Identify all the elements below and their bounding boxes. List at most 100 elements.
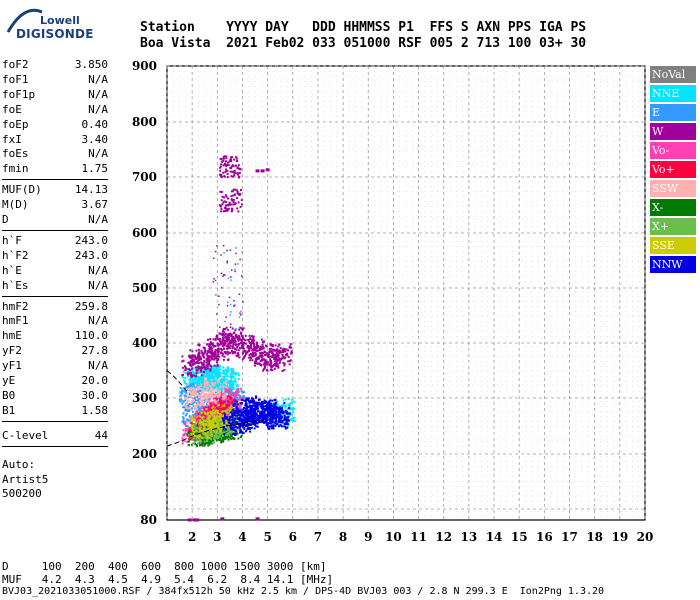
echo-point-nne: [232, 372, 235, 375]
echo-point-nne: [216, 368, 219, 371]
echo-point-e: [198, 392, 201, 395]
echo-point-nnw: [283, 417, 286, 420]
y-tick-label: 300: [132, 391, 157, 405]
echo-point-vo: [235, 403, 238, 406]
echo-point-nnw: [250, 419, 253, 422]
echo-point-nnw: [273, 403, 276, 406]
echo-point-w: [212, 338, 215, 341]
echo-point-x: [195, 437, 198, 440]
echo-point-x: [198, 438, 201, 441]
echo-point-w: [235, 189, 238, 192]
echo-point-w: [214, 337, 217, 340]
echo-point-nnw: [261, 408, 264, 410]
echo-point-x: [201, 422, 203, 425]
echo-point-nne: [192, 371, 195, 374]
echo-point-ssw: [204, 400, 207, 403]
echo-point-w: [230, 156, 233, 159]
echo-point-x: [199, 424, 202, 427]
echo-point-nnw: [253, 427, 256, 430]
echo-point-sse: [213, 412, 216, 415]
echo-point-w: [272, 353, 275, 356]
echo-point-nne: [184, 372, 187, 375]
echo-point-w: [286, 352, 289, 355]
echo-point-x: [226, 433, 229, 436]
echo-point-nnw: [248, 400, 250, 403]
echo-point-ssw: [200, 396, 203, 399]
echo-point-w: [205, 353, 208, 356]
echo-point-nnw: [256, 419, 259, 421]
echo-point-w: [227, 164, 230, 167]
echo-point-ssw: [194, 384, 197, 387]
echo-point-w: [195, 375, 198, 378]
echo-point-w: [238, 167, 241, 170]
echo-point-nnw: [224, 415, 226, 418]
echo-point-nnw: [269, 414, 272, 417]
echo-point-ssw: [188, 407, 191, 410]
echo-point-sse: [213, 414, 216, 417]
echo-point-x: [192, 437, 195, 440]
echo-point-nnw: [231, 421, 234, 424]
echo-point-w: [210, 346, 213, 349]
echo-point-w: [261, 343, 264, 346]
echo-point-nnw: [278, 420, 281, 423]
echo-point-w: [187, 361, 190, 364]
echo-point-nne: [280, 404, 283, 407]
echo-point-nnw: [271, 417, 274, 420]
echo-point-nnw: [231, 417, 234, 419]
echo-point-vo: [229, 391, 232, 394]
echo-point-w: [216, 343, 219, 346]
echo-point-w: [250, 353, 252, 355]
echo-point-nnw: [245, 401, 248, 404]
echo-point-nnw: [240, 431, 243, 434]
echo-point-nne: [188, 379, 191, 382]
echo-point-w: [255, 347, 258, 350]
echo-point-w: [283, 362, 286, 365]
echo-point-sse: [220, 414, 222, 417]
echo-point-w: [218, 173, 221, 176]
echo-point-w: [233, 174, 236, 177]
echo-point-nne: [182, 370, 185, 373]
echo-point-w: [254, 362, 256, 365]
echo-point-w: [289, 352, 292, 355]
echo-point-w: [190, 356, 193, 359]
echo-point-w: [279, 347, 282, 350]
param-row-fof1: foF1 N/A: [2, 73, 108, 87]
echo-point-nnw: [269, 421, 272, 424]
echo-point-w: [237, 349, 240, 352]
echo-point-w: [278, 349, 281, 352]
echo-point-w: [181, 355, 184, 358]
param-label: MUF(D): [2, 183, 42, 197]
echo-point-nnw: [278, 417, 281, 420]
echo-point-w: [284, 356, 287, 359]
param-row-fof1p: foF1p N/A: [2, 88, 108, 102]
echo-point-vo: [189, 421, 192, 424]
echo-point-w: [232, 351, 235, 354]
echo-point-vo: [212, 433, 215, 436]
echo-point-w: [288, 346, 291, 349]
echo-point-vo: [238, 403, 241, 406]
echo-point-w: [237, 339, 240, 342]
echo-point-vo: [222, 402, 224, 405]
echo-point-w: [255, 344, 258, 347]
echo-point-nnw: [278, 412, 281, 415]
echo-point-vo: [225, 388, 228, 391]
echo-point-w: [200, 349, 203, 352]
echo-point-vo: [189, 418, 192, 421]
echo-point-ssw: [205, 408, 208, 411]
echo-point-nne: [231, 385, 234, 388]
x-tick-label: 10: [385, 530, 402, 544]
y-tick-label: 700: [132, 170, 157, 184]
echo-point-vo: [228, 396, 231, 399]
echo-point-sse: [224, 410, 227, 413]
echo-point-nnw: [249, 417, 252, 420]
echo-point-w: [235, 157, 238, 160]
echo-point-nne: [200, 380, 203, 383]
echo-point-nnw: [269, 402, 272, 405]
echo-point-sse: [192, 427, 194, 430]
echo-point-nne: [181, 376, 184, 378]
echo-point-vo: [227, 405, 230, 408]
echo-point-w: [275, 352, 278, 355]
echo-point-nne: [212, 381, 215, 384]
echo-point-e: [198, 408, 201, 411]
auto-line: Auto:: [2, 457, 36, 471]
